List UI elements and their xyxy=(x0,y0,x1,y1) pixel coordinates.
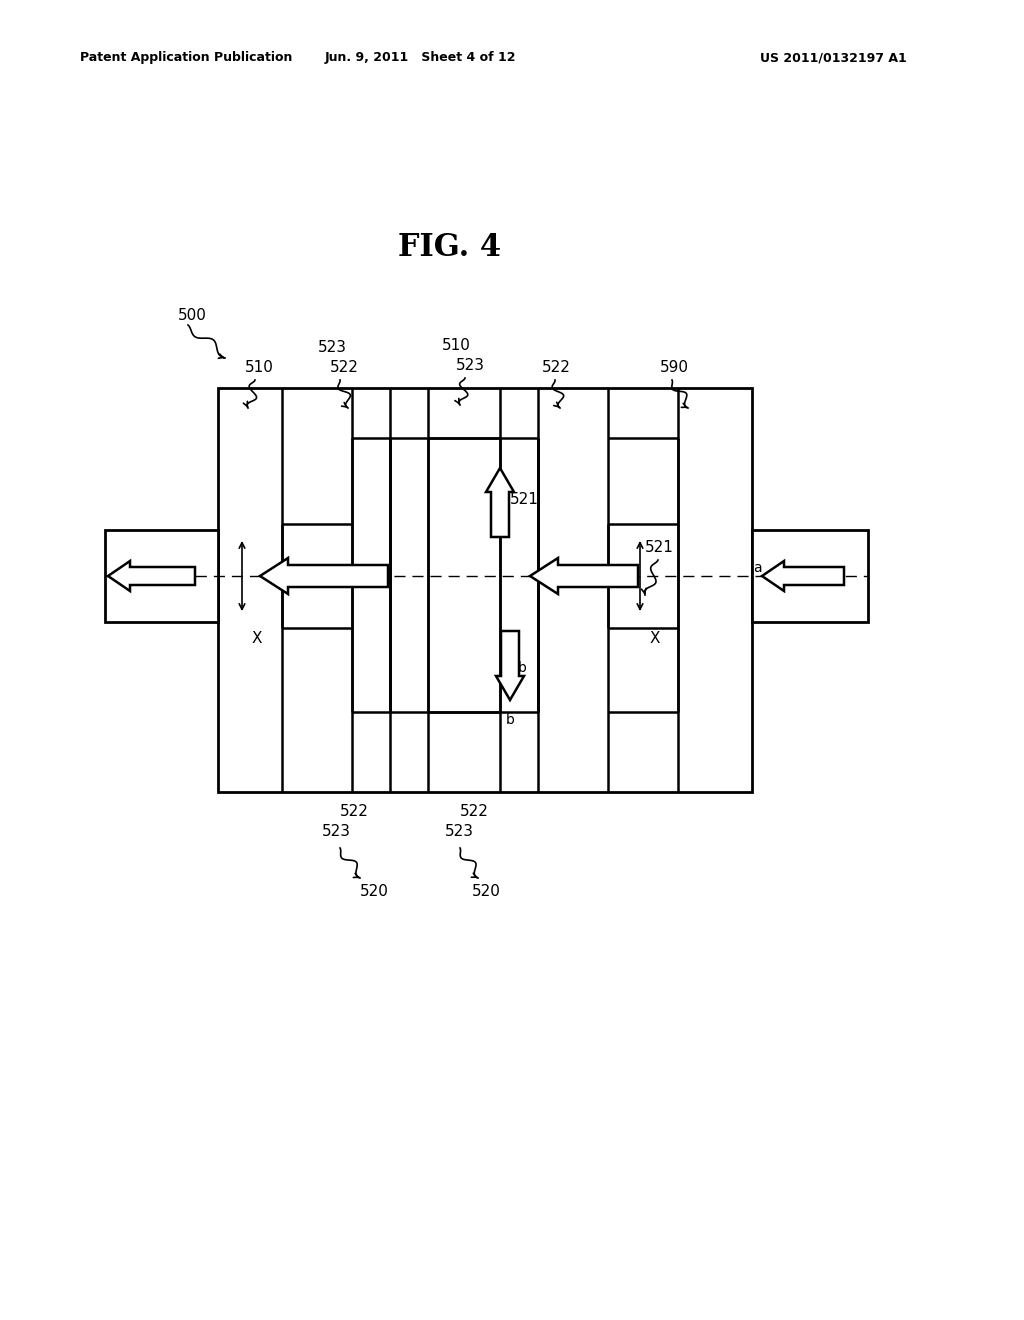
Polygon shape xyxy=(762,561,844,591)
Text: 521: 521 xyxy=(510,492,539,507)
Text: 510: 510 xyxy=(245,360,273,375)
Bar xyxy=(752,531,868,622)
Polygon shape xyxy=(496,631,524,700)
Text: b: b xyxy=(518,661,527,675)
Text: b: b xyxy=(506,713,515,727)
Text: FIG. 4: FIG. 4 xyxy=(398,232,502,264)
Text: 522: 522 xyxy=(460,804,488,820)
Text: 523: 523 xyxy=(318,341,347,355)
Bar xyxy=(218,388,752,792)
Polygon shape xyxy=(486,469,514,537)
Polygon shape xyxy=(530,558,638,594)
Polygon shape xyxy=(108,561,195,591)
Text: 510: 510 xyxy=(442,338,471,352)
Text: 500: 500 xyxy=(178,308,207,322)
Bar xyxy=(105,531,218,622)
Text: 520: 520 xyxy=(360,884,389,899)
Text: 523: 523 xyxy=(445,825,474,840)
Text: X: X xyxy=(650,631,660,645)
Text: 523: 523 xyxy=(322,825,351,840)
Text: 523: 523 xyxy=(456,358,485,372)
Text: US 2011/0132197 A1: US 2011/0132197 A1 xyxy=(760,51,906,65)
Text: 521: 521 xyxy=(645,540,674,556)
Text: 522: 522 xyxy=(330,360,358,375)
Text: 522: 522 xyxy=(542,360,570,375)
Text: 590: 590 xyxy=(660,360,689,375)
Text: 522: 522 xyxy=(340,804,369,820)
Polygon shape xyxy=(260,558,388,594)
Text: a: a xyxy=(753,561,762,576)
Text: X: X xyxy=(252,631,262,645)
Text: 520: 520 xyxy=(472,884,501,899)
Text: Jun. 9, 2011   Sheet 4 of 12: Jun. 9, 2011 Sheet 4 of 12 xyxy=(325,51,516,65)
Text: Patent Application Publication: Patent Application Publication xyxy=(80,51,293,65)
